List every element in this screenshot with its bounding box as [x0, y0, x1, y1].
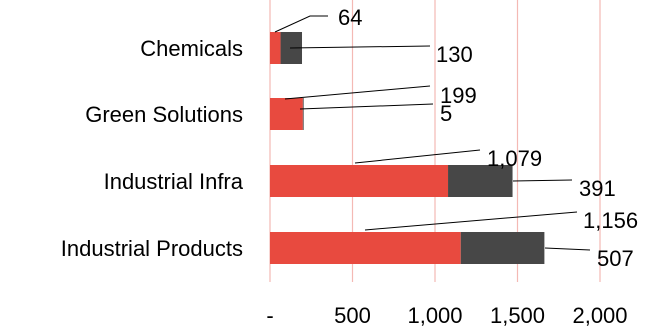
leader-line	[512, 179, 573, 182]
data-label: 507	[597, 246, 634, 271]
data-label: 391	[579, 176, 616, 201]
x-tick-label: 2,000	[572, 303, 627, 328]
category-label: Green Solutions	[85, 102, 243, 127]
data-label: 5	[440, 101, 452, 126]
leader-line	[274, 15, 328, 33]
leader-line	[364, 211, 578, 231]
bar-segment	[270, 232, 461, 264]
bar-segment	[302, 98, 304, 130]
x-tick-labels: - 500 1,000 1,500 2,000	[266, 303, 627, 328]
bar-segment	[270, 32, 281, 64]
x-tick-label: 1,500	[490, 303, 545, 328]
leader-line	[284, 85, 431, 100]
bar-segment	[270, 98, 303, 130]
x-tick-label: -	[266, 303, 273, 328]
data-label: 130	[436, 42, 473, 67]
category-labels: Chemicals Green Solutions Industrial Infra…	[61, 36, 244, 261]
category-label: Chemicals	[140, 36, 243, 61]
leader-line	[289, 45, 431, 49]
bar-segment	[460, 232, 545, 264]
data-label: 1,079	[487, 146, 542, 171]
data-label: 64	[338, 5, 362, 30]
leader-line	[299, 103, 434, 110]
data-label: 199	[440, 83, 477, 108]
leader-line	[544, 247, 591, 251]
bar-segment	[270, 165, 449, 197]
category-label: Industrial Products	[61, 236, 243, 261]
leader-line	[354, 149, 481, 164]
x-tick-label: 1,000	[407, 303, 462, 328]
category-label: Industrial Infra	[104, 169, 244, 194]
x-tick-label: 500	[334, 303, 371, 328]
label-leader-lines	[274, 15, 591, 251]
bar-segment	[448, 165, 513, 197]
bars	[270, 32, 545, 264]
data-label: 1,156	[583, 208, 638, 233]
